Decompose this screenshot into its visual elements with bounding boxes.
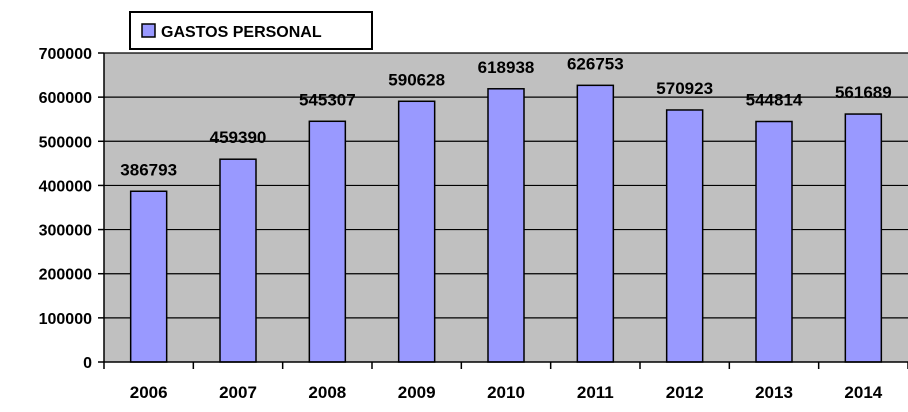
x-tick-label: 2012 <box>666 383 704 402</box>
bar-2007 <box>219 158 257 363</box>
x-tick-label: 2013 <box>755 383 793 402</box>
x-axis-tick-labels: 2006 2007 2008 2009 2010 2011 2012 2013 2014 <box>130 383 883 402</box>
y-tick-label: 300000 <box>39 223 92 240</box>
data-label: 626753 <box>567 54 624 73</box>
data-label: 545307 <box>299 90 356 109</box>
bar-2014 <box>844 113 883 363</box>
bar-2011 <box>576 84 615 363</box>
x-tick-label: 2008 <box>308 383 346 402</box>
legend-swatch <box>141 23 156 38</box>
y-tick-label: 600000 <box>39 90 92 107</box>
bar-2008 <box>308 120 347 363</box>
bar-2010 <box>487 88 525 363</box>
x-tick-label: 2011 <box>577 383 614 402</box>
bar-2006 <box>129 190 168 363</box>
x-tick-label: 2006 <box>130 383 168 402</box>
data-label: 590628 <box>388 70 445 89</box>
data-label: 459390 <box>210 128 267 147</box>
x-tick-label: 2009 <box>398 383 436 402</box>
data-labels: 386793 459390 545307 590628 618938 626753 5709… <box>120 54 891 179</box>
bar-2013 <box>755 120 793 363</box>
y-tick-label: 100000 <box>39 311 92 328</box>
bar-2012 <box>665 109 704 363</box>
y-tick-label: 200000 <box>39 267 92 284</box>
data-label: 618938 <box>478 58 535 77</box>
legend-box <box>129 11 373 50</box>
y-tick-label: 500000 <box>39 134 92 151</box>
data-label: 544814 <box>746 91 803 110</box>
data-label: 386793 <box>120 160 177 179</box>
y-tick-label: 0 <box>83 355 92 372</box>
y-tick-label: 400000 <box>39 178 92 195</box>
x-tick-label: 2010 <box>487 383 525 402</box>
x-tick-label: 2014 <box>844 383 882 402</box>
bar-2009 <box>397 100 436 363</box>
y-axis-tick-labels: 0 100000 200000 300000 400000 500000 600000 700… <box>39 46 92 372</box>
data-label: 561689 <box>835 83 892 102</box>
y-tick-label: 700000 <box>39 46 92 63</box>
data-label: 570923 <box>656 79 713 98</box>
axes <box>98 52 908 369</box>
legend-label: GASTOS PERSONAL <box>161 24 322 41</box>
x-tick-label: 2007 <box>219 383 257 402</box>
legend: GASTOS PERSONAL <box>129 11 373 50</box>
